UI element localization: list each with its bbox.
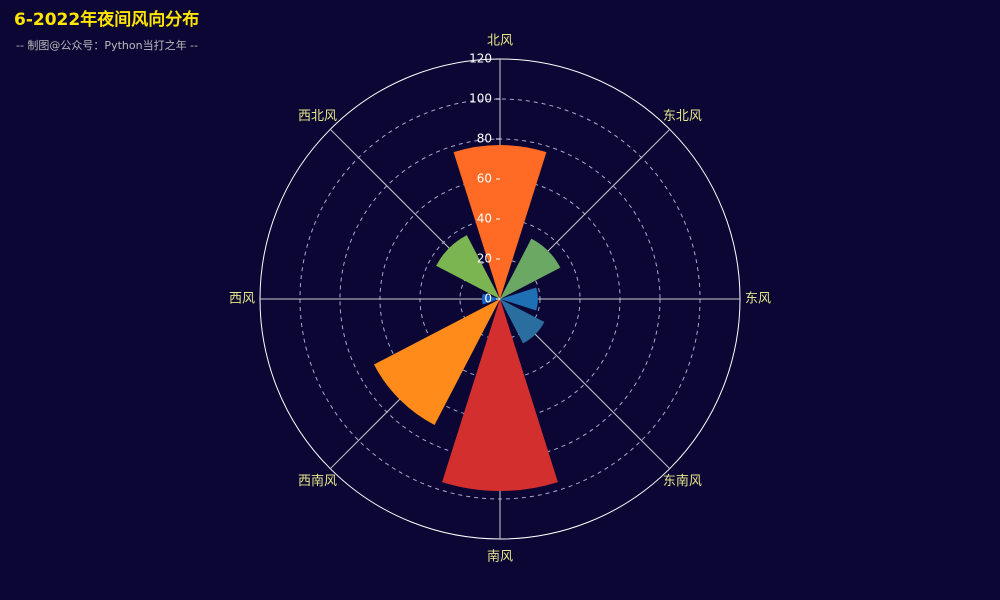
r-tick-label: 0 [484, 292, 492, 306]
chart-title: 6-2022年夜间风向分布 [14, 9, 199, 30]
r-tick-label: 20 [477, 252, 492, 266]
wind-bar [500, 287, 539, 311]
category-label: 东风 [745, 292, 771, 307]
category-label: 北风 [487, 34, 513, 49]
wind-bar [500, 238, 561, 299]
wind-bar [453, 145, 547, 299]
wind-bar [482, 293, 500, 305]
r-tick-label: 40 [477, 212, 492, 226]
category-label: 西风 [229, 292, 255, 307]
wind-bar [436, 235, 500, 299]
category-label: 西北风 [298, 109, 337, 124]
chart-subtitle: -- 制图@公众号：Python当打之年 -- [16, 38, 198, 52]
wind-bar [373, 299, 500, 426]
r-tick-label: 100 [469, 92, 492, 106]
wind-bar [442, 299, 558, 491]
r-tick-label: 60 [477, 172, 492, 186]
category-label: 东南风 [663, 473, 702, 489]
r-tick-label: 120 [469, 52, 492, 66]
category-label: 南风 [487, 549, 513, 565]
category-label: 西南风 [298, 473, 337, 489]
category-label: 东北风 [663, 109, 702, 124]
wind-bar [500, 299, 545, 344]
r-tick-label: 80 [477, 132, 492, 146]
